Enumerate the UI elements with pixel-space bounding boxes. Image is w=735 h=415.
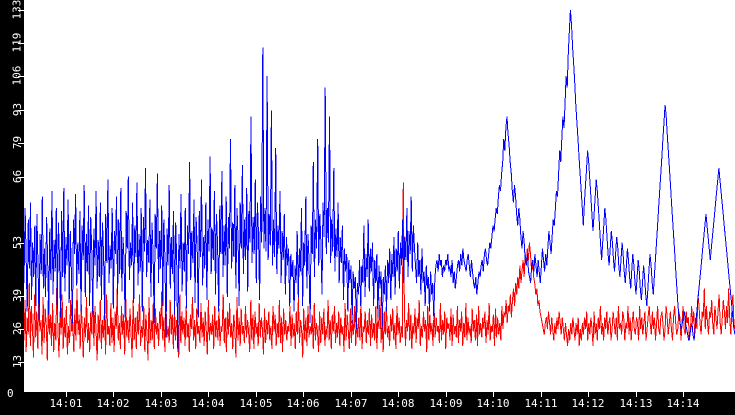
x-axis-tick — [303, 392, 304, 397]
y-axis-label: 26 — [10, 321, 24, 336]
x-axis-tick — [66, 392, 67, 397]
x-axis-tick — [161, 392, 162, 397]
y-axis-tick — [18, 362, 24, 363]
x-axis-label: 14:04 — [191, 397, 225, 410]
x-axis-label: 14:11 — [524, 397, 558, 410]
x-axis-tick — [351, 392, 352, 397]
y-axis-label: 119 — [10, 32, 24, 53]
y-axis-label: 93 — [10, 102, 24, 117]
y-axis-tick — [18, 243, 24, 244]
y-axis-tick — [18, 76, 24, 77]
y-axis-label: 39 — [10, 288, 24, 303]
x-axis-tick — [588, 392, 589, 397]
y-axis: 013263953667993106119133 — [0, 0, 24, 393]
x-axis-label: 14:09 — [429, 397, 463, 410]
x-axis-label: 14:14 — [666, 397, 700, 410]
y-axis-tick — [18, 10, 24, 11]
y-axis-tick — [18, 296, 24, 297]
x-axis-tick — [636, 392, 637, 397]
x-axis: 0 14:01 14:02 14:03 14:04 14:05 14:06 14:07 14:… — [0, 388, 735, 415]
x-axis-label: 14:05 — [239, 397, 273, 410]
y-axis-tick — [18, 329, 24, 330]
x-axis-label: 14:03 — [144, 397, 178, 410]
x-axis-tick — [398, 392, 399, 397]
x-axis-label: 14:08 — [381, 397, 415, 410]
red-series-line — [24, 182, 735, 361]
y-axis-label: 53 — [10, 235, 24, 250]
x-axis-label: 14:02 — [96, 397, 130, 410]
x-axis-tick — [493, 392, 494, 397]
y-axis-tick — [18, 43, 24, 44]
y-axis-label: 13 — [10, 354, 24, 369]
x-axis-tick — [256, 392, 257, 397]
x-axis-label: 14:06 — [286, 397, 320, 410]
y-axis-label: 106 — [10, 65, 24, 86]
x-axis-label: 14:07 — [334, 397, 368, 410]
chart-svg — [24, 9, 735, 361]
x-axis-tick — [446, 392, 447, 397]
y-axis-label: 133 — [10, 0, 24, 20]
y-axis-tick — [18, 177, 24, 178]
y-axis-label: 79 — [10, 135, 24, 150]
x-axis-label: 14:10 — [476, 397, 510, 410]
y-axis-label: 66 — [10, 169, 24, 184]
x-axis-label: 14:01 — [49, 397, 83, 410]
y-axis-tick — [18, 110, 24, 111]
x-axis-tick — [208, 392, 209, 397]
x-axis-label: 14:12 — [571, 397, 605, 410]
x-axis-tick — [541, 392, 542, 397]
x-axis-tick — [113, 392, 114, 397]
y-axis-tick — [18, 143, 24, 144]
x-axis-tick — [683, 392, 684, 397]
y-axis-zero-label: 0 — [7, 387, 14, 400]
blue-series-line — [24, 9, 735, 352]
chart-plot-area[interactable] — [24, 0, 735, 392]
x-axis-label: 14:13 — [619, 397, 653, 410]
